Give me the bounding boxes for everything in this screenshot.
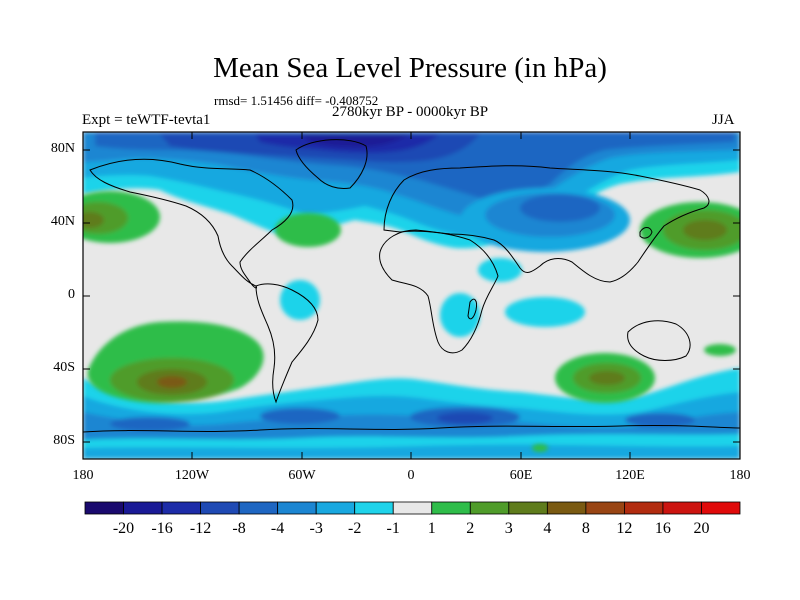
colorbar-label-0: -20 bbox=[112, 520, 135, 537]
colorbar-label-4: -4 bbox=[270, 520, 285, 537]
pressure-anomaly-field bbox=[83, 132, 740, 459]
colorbar-label-2: -12 bbox=[189, 520, 212, 537]
colorbar-swatch-4 bbox=[238, 501, 279, 515]
positive-anomaly-highs bbox=[83, 191, 740, 452]
lon-label-120w: 120W bbox=[174, 468, 210, 483]
coastlines bbox=[83, 139, 740, 433]
lat-label-0: 0 bbox=[68, 287, 75, 302]
season-label: JJA bbox=[712, 112, 735, 128]
colorbar-label-12: 8 bbox=[581, 520, 590, 537]
lat-label-40n: 40N bbox=[50, 214, 75, 229]
colorbar-swatch-10 bbox=[469, 501, 510, 515]
colorbar-swatch-3 bbox=[200, 501, 240, 515]
colorbar-swatch-9 bbox=[431, 501, 471, 515]
colorbar-swatch-14 bbox=[624, 501, 664, 515]
colorbar-label-7: -1 bbox=[386, 520, 400, 537]
colorbar-label-6: -2 bbox=[348, 520, 362, 537]
experiment-label: Expt = teWTF-tevta1 bbox=[82, 112, 211, 128]
rmsd-diff-stats: rmsd= 1.51456 diff= -0.408752 bbox=[214, 93, 379, 108]
colorbar-label-13: 12 bbox=[616, 520, 633, 537]
lat-label-80s: 80S bbox=[53, 433, 75, 448]
lon-label-180-left: 180 bbox=[72, 468, 94, 483]
colorbar-label-5: -3 bbox=[309, 520, 323, 537]
colorbar-label-11: 4 bbox=[543, 520, 552, 537]
colorbar-swatch-1 bbox=[123, 501, 163, 515]
colorbar-swatch-13 bbox=[585, 501, 625, 515]
lat-label-80n: 80N bbox=[50, 141, 75, 156]
colorbar-label-3: -8 bbox=[232, 520, 246, 537]
colorbar-swatch-7 bbox=[354, 501, 394, 515]
colorbar-swatch-0 bbox=[84, 501, 124, 515]
lon-label-120e: 120E bbox=[615, 468, 645, 483]
colorbar-label-9: 2 bbox=[466, 520, 475, 537]
map-title: Mean Sea Level Pressure (in hPa) bbox=[213, 52, 607, 84]
lon-label-180-right: 180 bbox=[729, 468, 751, 483]
colorbar-label-1: -16 bbox=[151, 520, 173, 537]
colorbar-label-10: 3 bbox=[504, 520, 513, 537]
colorbar-swatch-8 bbox=[392, 501, 433, 515]
colorbar-swatch-12 bbox=[546, 501, 587, 515]
colorbar-swatch-11 bbox=[508, 501, 548, 515]
colorbar-label-8: 1 bbox=[427, 520, 436, 537]
lon-label-0: 0 bbox=[407, 468, 415, 483]
colorbar-swatch-6 bbox=[315, 501, 356, 515]
colorbar-swatch-5 bbox=[277, 501, 317, 515]
colorbar bbox=[84, 501, 741, 515]
lon-label-60w: 60W bbox=[288, 468, 316, 483]
period-subtitle: 2780kyr BP - 0000kyr BP bbox=[331, 104, 489, 120]
lon-label-60e: 60E bbox=[509, 468, 533, 483]
colorbar-label-15: 20 bbox=[693, 520, 710, 537]
colorbar-label-14: 16 bbox=[654, 520, 671, 537]
colorbar-swatch-2 bbox=[161, 501, 201, 515]
colorbar-swatch-16 bbox=[701, 501, 741, 515]
colorbar-swatch-15 bbox=[662, 501, 702, 515]
lat-label-40s: 40S bbox=[53, 360, 75, 375]
axis-ticks bbox=[83, 132, 740, 459]
